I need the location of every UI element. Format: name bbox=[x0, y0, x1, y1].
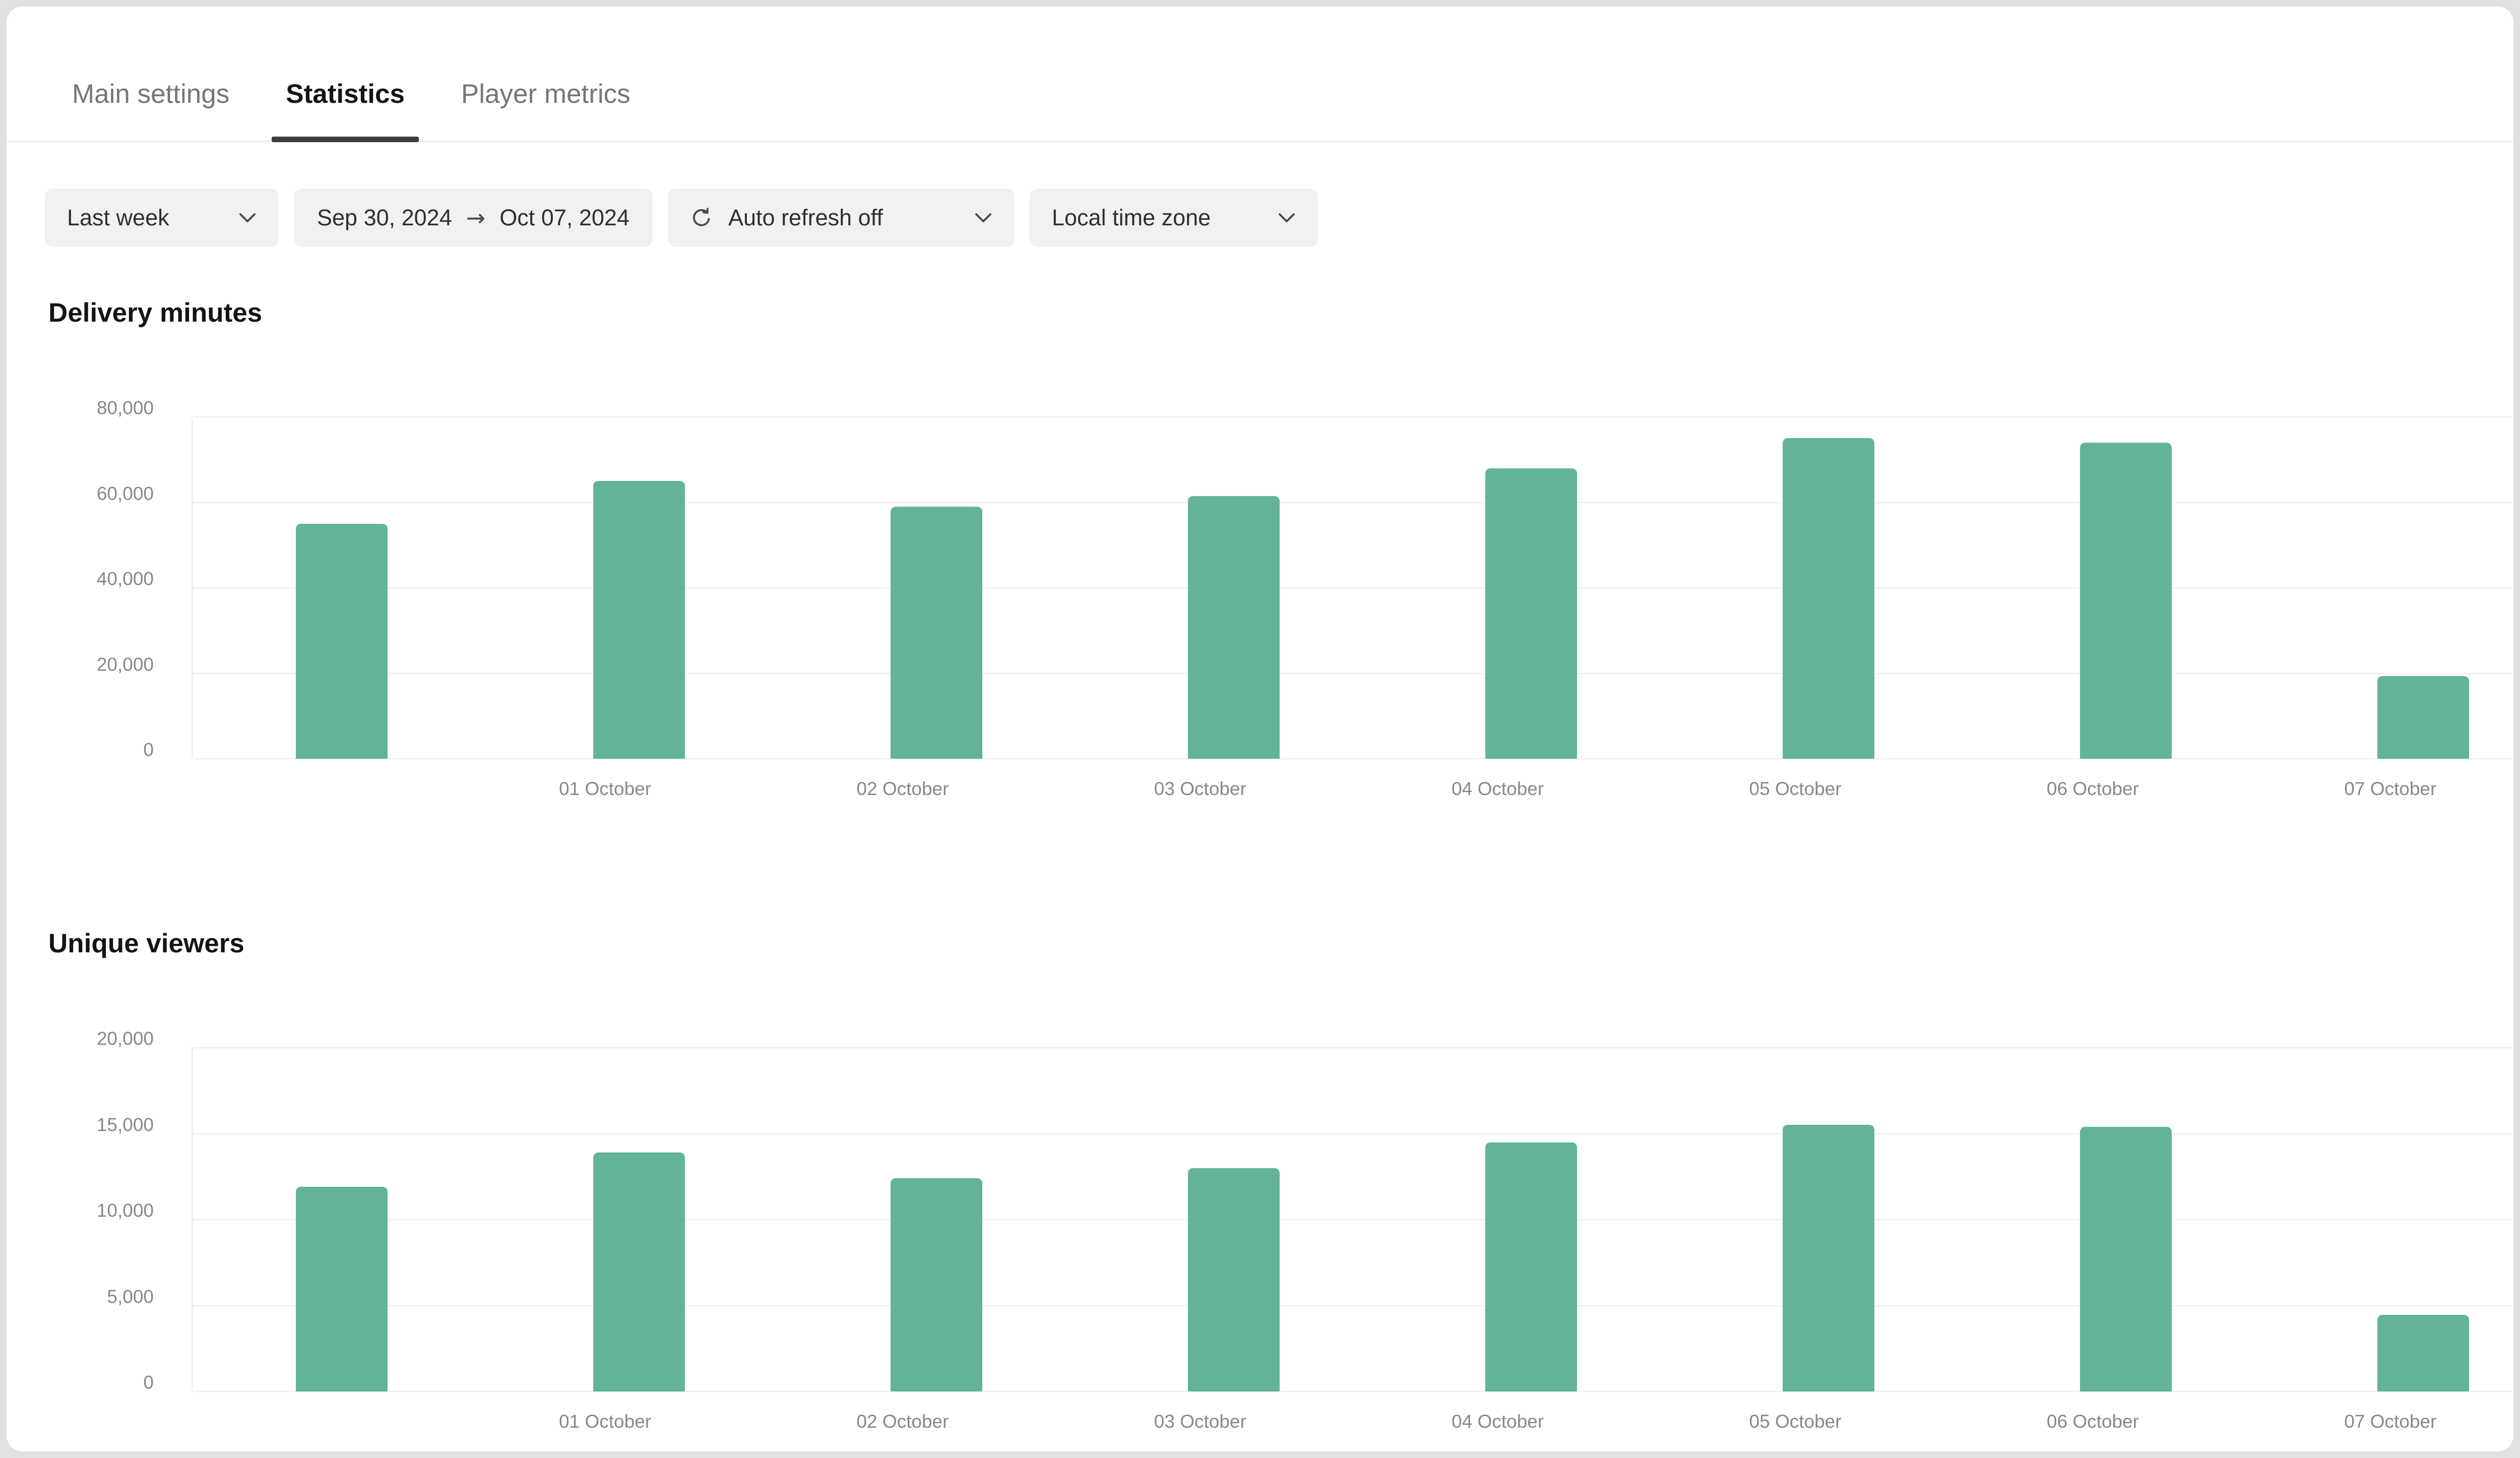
bar bbox=[1188, 496, 1280, 759]
bar-slot bbox=[1680, 1048, 1977, 1391]
y-tick-label: 15,000 bbox=[96, 1114, 154, 1135]
x-tick-label: 05 October bbox=[1749, 1411, 1842, 1432]
tab-main-settings[interactable]: Main settings bbox=[72, 79, 230, 109]
bar bbox=[1485, 468, 1577, 759]
x-tick-label bbox=[159, 1410, 456, 1433]
gridline bbox=[193, 673, 2513, 674]
x-tick-label: 01 October bbox=[559, 778, 652, 799]
x-tick-label: 04 October bbox=[1452, 778, 1544, 799]
x-tick-label: 06 October bbox=[2046, 778, 2139, 799]
chart-title-unique-viewers: Unique viewers bbox=[48, 929, 244, 958]
bar-slot bbox=[788, 417, 1085, 759]
delivery-minutes-x-axis: 01 October 02 October 03 October 04 October… bbox=[159, 777, 2513, 800]
bar-slot bbox=[1382, 1048, 1680, 1391]
y-tick-label: 10,000 bbox=[96, 1200, 154, 1221]
delivery-minutes-section: Delivery minutes 0 20,000 40,000 60,000 80,0… bbox=[7, 299, 2513, 800]
bar bbox=[1783, 438, 1874, 759]
bar-series bbox=[193, 1048, 2513, 1391]
x-tick-label: 01 October bbox=[559, 1411, 652, 1432]
tab-player-metrics[interactable]: Player metrics bbox=[461, 79, 631, 109]
gridline bbox=[193, 587, 2513, 589]
bar-slot bbox=[1382, 417, 1680, 759]
bar-slot bbox=[490, 417, 788, 759]
gridline bbox=[193, 1305, 2513, 1306]
y-tick-label: 0 bbox=[143, 1372, 154, 1393]
bar bbox=[2080, 1126, 2172, 1391]
y-tick-label: 40,000 bbox=[96, 568, 154, 589]
arrow-right-icon: → bbox=[466, 204, 486, 231]
y-tick-label: 0 bbox=[143, 739, 154, 760]
x-tick-label: 02 October bbox=[856, 778, 949, 799]
y-tick-label: 80,000 bbox=[96, 397, 154, 418]
bar-slot bbox=[1977, 417, 2275, 759]
gridline bbox=[193, 1219, 2513, 1221]
gridline bbox=[193, 502, 2513, 503]
bar bbox=[2377, 676, 2469, 759]
unique-viewers-chart: 0 5,000 10,000 15,000 20,000 bbox=[97, 1029, 2513, 1392]
y-tick-label: 20,000 bbox=[96, 1028, 154, 1049]
period-select-value: Last week bbox=[67, 205, 169, 230]
bar bbox=[593, 481, 685, 759]
bar bbox=[296, 523, 388, 759]
date-range-picker[interactable]: Sep 30, 2024 → Oct 07, 2024 bbox=[294, 189, 653, 247]
x-tick-label: 03 October bbox=[1154, 778, 1246, 799]
bar-slot bbox=[193, 417, 490, 759]
bar-slot bbox=[1680, 417, 1977, 759]
gridline bbox=[193, 416, 2513, 418]
bar-slot bbox=[1085, 417, 1382, 759]
tab-bar: Main settings Statistics Player metrics bbox=[7, 7, 2513, 142]
bar-slot bbox=[490, 1048, 788, 1391]
filter-bar: Last week Sep 30, 2024 → Oct 07, 2024 Au… bbox=[45, 189, 2513, 247]
chevron-down-icon bbox=[1278, 212, 1296, 223]
gridline bbox=[193, 1047, 2513, 1049]
bar bbox=[1188, 1168, 1280, 1391]
date-range-end: Oct 07, 2024 bbox=[499, 205, 629, 230]
tab-statistics[interactable]: Statistics bbox=[272, 81, 419, 142]
chart-title-delivery-minutes: Delivery minutes bbox=[48, 298, 263, 328]
bar bbox=[2080, 442, 2172, 759]
main-card: Main settings Statistics Player metrics … bbox=[7, 7, 2513, 1451]
bar-slot bbox=[193, 1048, 490, 1391]
gridline bbox=[193, 758, 2513, 760]
unique-viewers-section: Unique viewers 0 5,000 10,000 15,000 20,000 … bbox=[7, 930, 2513, 1433]
x-tick-label: 02 October bbox=[856, 1411, 949, 1432]
auto-refresh-value: Auto refresh off bbox=[728, 205, 883, 230]
unique-viewers-x-axis: 01 October 02 October 03 October 04 October… bbox=[159, 1410, 2513, 1433]
x-tick-label: 03 October bbox=[1154, 1411, 1246, 1432]
bar bbox=[1485, 1142, 1577, 1391]
y-tick-label: 60,000 bbox=[96, 483, 154, 504]
refresh-icon bbox=[690, 206, 713, 229]
bar-slot bbox=[1977, 1048, 2275, 1391]
y-tick-label: 5,000 bbox=[107, 1286, 154, 1307]
bar bbox=[593, 1152, 685, 1391]
period-select[interactable]: Last week bbox=[45, 189, 279, 247]
bar-slot bbox=[1085, 1048, 1382, 1391]
timezone-value: Local time zone bbox=[1052, 205, 1211, 230]
auto-refresh-select[interactable]: Auto refresh off bbox=[668, 189, 1015, 247]
bar-slot bbox=[788, 1048, 1085, 1391]
bar-series bbox=[193, 417, 2513, 759]
bar bbox=[296, 1187, 388, 1391]
bar-slot bbox=[2275, 1048, 2513, 1391]
x-tick-label: 07 October bbox=[2344, 1411, 2437, 1432]
date-range-start: Sep 30, 2024 bbox=[317, 205, 452, 230]
delivery-minutes-chart: 0 20,000 40,000 60,000 80,000 bbox=[97, 399, 2513, 760]
y-tick-label: 20,000 bbox=[96, 654, 154, 675]
gridline bbox=[193, 1133, 2513, 1134]
bar-slot bbox=[2275, 417, 2513, 759]
x-tick-label bbox=[159, 777, 456, 800]
gridline bbox=[193, 1390, 2513, 1392]
bar bbox=[2377, 1315, 2469, 1391]
x-tick-label: 06 October bbox=[2046, 1411, 2139, 1432]
x-tick-label: 07 October bbox=[2344, 778, 2437, 799]
x-tick-label: 04 October bbox=[1452, 1411, 1544, 1432]
timezone-select[interactable]: Local time zone bbox=[1030, 189, 1318, 247]
bar bbox=[1783, 1125, 1874, 1391]
chevron-down-icon bbox=[974, 212, 992, 223]
bar bbox=[891, 1178, 982, 1391]
bar bbox=[891, 506, 982, 759]
x-tick-label: 05 October bbox=[1749, 778, 1842, 799]
chevron-down-icon bbox=[238, 212, 257, 223]
